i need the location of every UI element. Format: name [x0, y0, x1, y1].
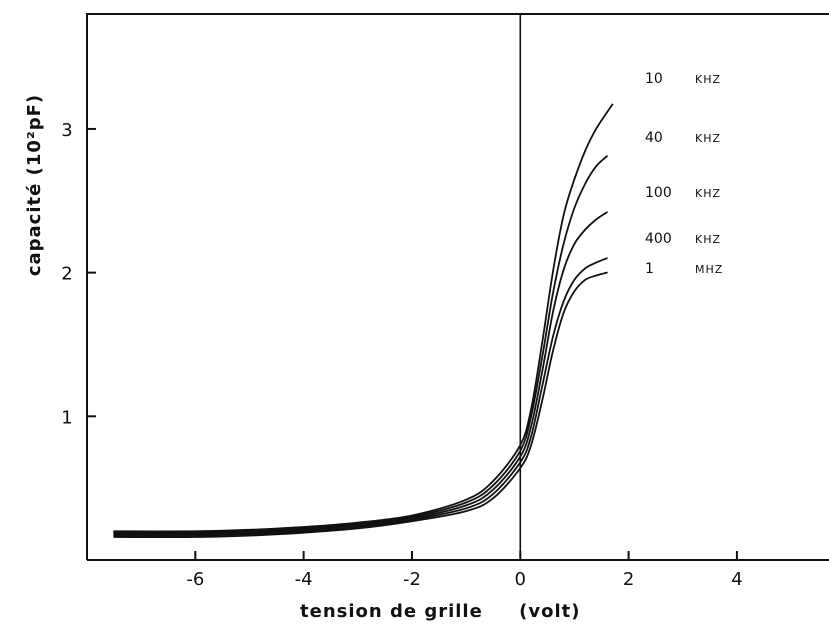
legend-frequency-unit: KHZ	[695, 132, 721, 145]
legend-frequency-unit: KHZ	[695, 73, 721, 86]
y-tick-label: 1	[61, 407, 72, 428]
legend-item: 100 KHZ	[645, 185, 721, 201]
legend-frequency-unit: KHZ	[695, 187, 721, 200]
legend: 10 KHZ 40 KHZ 100 KHZ 400 KHZ 1 MHZ	[645, 71, 723, 277]
legend-frequency-value: 40	[645, 130, 663, 146]
legend-frequency-value: 100	[645, 185, 672, 201]
x-tick-label: -4	[295, 569, 313, 590]
y-tick-label: 2	[61, 264, 72, 285]
y-axis-title: capacité (10²pF)	[24, 94, 45, 276]
x-tick-label: -6	[186, 569, 204, 590]
series-line-1-mhz	[113, 271, 608, 539]
legend-item: 40 KHZ	[645, 130, 721, 146]
legend-frequency-unit: MHZ	[695, 263, 723, 276]
legend-frequency-value: 400	[645, 231, 672, 247]
legend-item: 10 KHZ	[645, 71, 721, 87]
axes: -6 -4 -2 0 2 4 1 2 3	[61, 13, 829, 590]
legend-item: 1 MHZ	[645, 261, 723, 277]
legend-frequency-value: 1	[645, 261, 654, 277]
series-line-400-khz	[113, 257, 608, 537]
x-tick-label: -2	[403, 569, 421, 590]
series-line-100-khz	[113, 211, 608, 536]
series-line-40-khz	[113, 155, 608, 534]
legend-frequency-unit: KHZ	[695, 233, 721, 246]
x-axis-title: tension de grille (volt)	[300, 601, 580, 622]
series-layer	[113, 103, 614, 539]
series-line-10-khz	[113, 103, 614, 533]
legend-frequency-value: 10	[645, 71, 663, 87]
legend-item: 400 KHZ	[645, 231, 721, 247]
x-tick-label: 0	[515, 569, 526, 590]
plot-frame	[86, 13, 829, 560]
y-tick-label: 3	[61, 120, 72, 141]
x-tick-label: 2	[623, 569, 634, 590]
x-tick-label: 4	[731, 569, 742, 590]
